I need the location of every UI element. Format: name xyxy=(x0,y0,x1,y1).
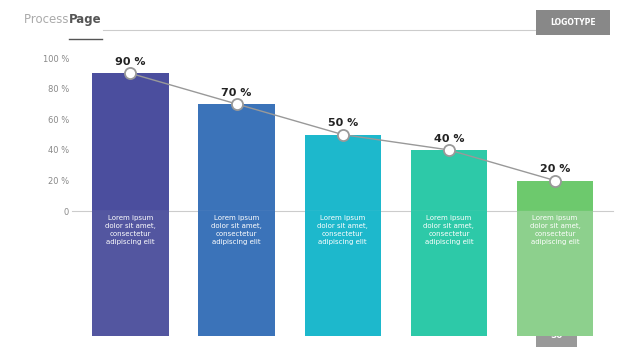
Text: Lorem ipsum
dolor sit amet,
consectetur
adipiscing elit: Lorem ipsum dolor sit amet, consectetur … xyxy=(105,215,156,245)
Bar xyxy=(92,73,168,211)
Bar xyxy=(198,104,275,211)
Text: 50: 50 xyxy=(550,331,562,340)
Text: 70 %: 70 % xyxy=(222,88,252,98)
Text: 50 %: 50 % xyxy=(327,119,358,128)
Text: Lorem ipsum
dolor sit amet,
consectetur
adipiscing elit: Lorem ipsum dolor sit amet, consectetur … xyxy=(423,215,475,245)
Text: 40 %: 40 % xyxy=(434,134,464,144)
Text: 20 %: 20 % xyxy=(540,164,570,175)
Text: Lorem ipsum
dolor sit amet,
consectetur
adipiscing elit: Lorem ipsum dolor sit amet, consectetur … xyxy=(211,215,262,245)
Text: LOGOTYPE: LOGOTYPE xyxy=(550,18,595,27)
Text: Page: Page xyxy=(69,13,101,26)
Text: Lorem ipsum
dolor sit amet,
consectetur
adipiscing elit: Lorem ipsum dolor sit amet, consectetur … xyxy=(317,215,368,245)
Text: Process: Process xyxy=(24,13,72,26)
Bar xyxy=(517,181,593,211)
Text: 90 %: 90 % xyxy=(115,57,146,67)
Bar xyxy=(411,150,487,211)
Bar xyxy=(304,134,381,211)
Text: Lorem ipsum
dolor sit amet,
consectetur
adipiscing elit: Lorem ipsum dolor sit amet, consectetur … xyxy=(530,215,580,245)
